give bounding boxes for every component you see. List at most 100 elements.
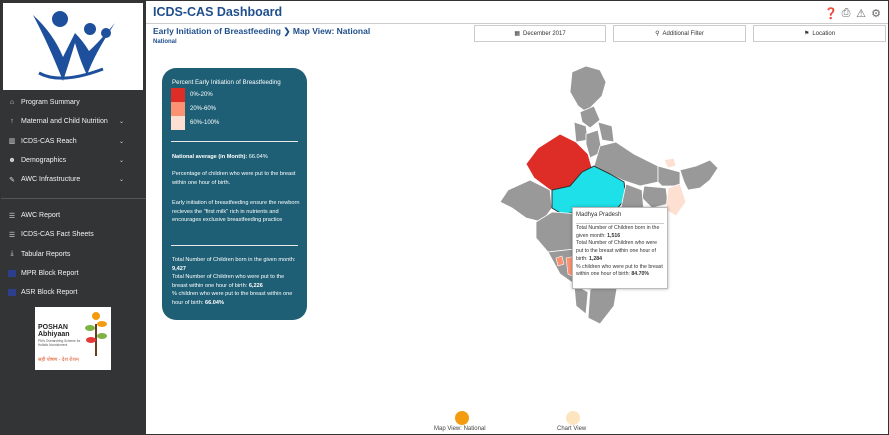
secondary-nav: ☰ AWC Report ☰ ICDS-CAS Fact Sheets ⤓ Ta…	[1, 206, 146, 302]
sidebar-item-label: AWC Infrastructure	[21, 176, 81, 184]
state-jammu-kashmir[interactable]	[569, 65, 607, 113]
state-goa[interactable]	[555, 255, 565, 267]
chevron-down-icon: ⌄	[118, 119, 124, 126]
map-view-label: Map View: National	[434, 426, 486, 432]
state-bihar[interactable]	[657, 165, 681, 187]
state-himachal[interactable]	[579, 105, 601, 129]
state-northeast[interactable]	[679, 159, 719, 191]
search-icon: ⚲	[655, 31, 660, 37]
india-map[interactable]	[490, 62, 720, 330]
state-sikkim[interactable]	[663, 157, 677, 169]
sidebar-item-asr-block-report[interactable]: ASR Block Report	[1, 283, 146, 302]
legend-title: Percent Early Initiation of Breastfeedin…	[172, 79, 281, 86]
map-marker-icon: ⚑	[803, 31, 810, 37]
calendar-icon: ▦	[514, 31, 520, 37]
sidebar-item-fact-sheets[interactable]: ☰ ICDS-CAS Fact Sheets	[1, 225, 146, 244]
poshan-abhiyaan-logo: POSHAN Abhiyaan PM's Overarching Scheme …	[35, 307, 111, 370]
sidebar-item-label: ASR Block Report	[21, 289, 78, 297]
report-icon	[6, 289, 18, 297]
month-filter-label: December 2017	[522, 30, 566, 37]
legend-item: 0%-20%	[171, 88, 213, 102]
put-to-breast-label: Total Number of Children who were put to…	[172, 274, 285, 289]
sidebar-item-program-summary[interactable]: ⌂ Program Summary	[1, 93, 146, 112]
sidebar-item-maternal-child-nutrition[interactable]: ↑ Maternal and Child Nutrition ⌄	[1, 112, 146, 131]
legend-swatch	[171, 102, 185, 116]
app-title: ICDS-CAS Dashboard	[153, 5, 283, 19]
location-filter-label: Location	[812, 30, 836, 37]
header-divider	[146, 23, 888, 24]
indicator-definition: Percentage of children who were put to t…	[172, 171, 296, 186]
chevron-down-icon: ⌄	[118, 177, 124, 184]
bar-chart-icon: ▥	[8, 138, 16, 146]
poshan-tagline: सही पोषण - देश रोशन	[38, 357, 79, 363]
total-born-label: Total Number of Children born in the giv…	[172, 257, 296, 263]
additional-filter-button[interactable]: ⚲ Additional Filter	[613, 25, 746, 42]
legend-swatch	[171, 88, 185, 102]
state-haryana[interactable]	[585, 129, 603, 159]
state-uttarakhand[interactable]	[597, 121, 615, 143]
state-west-bengal[interactable]	[665, 183, 687, 217]
top-toolbar: ❓ ⎙ ⚠ ⚙	[824, 6, 882, 20]
state-gujarat[interactable]	[499, 179, 553, 223]
sidebar-item-label: Program Summary	[21, 99, 80, 107]
breadcrumb-current: Map View: National	[292, 26, 371, 36]
state-kerala[interactable]	[573, 283, 589, 315]
tooltip-state-name: Madhya Pradesh	[576, 212, 622, 218]
sidebar-item-label: MPR Block Report	[21, 270, 79, 278]
sidebar-item-mpr-block-report[interactable]: MPR Block Report	[1, 264, 146, 283]
location-filter-button[interactable]: ⚑ Location	[753, 25, 886, 42]
legend-swatch	[171, 116, 185, 130]
chart-view-toggle[interactable]	[566, 411, 580, 425]
location-label: National	[153, 39, 177, 45]
sidebar-item-demographics[interactable]: ☻ Demographics ⌄	[1, 151, 146, 170]
report-icon	[6, 270, 18, 278]
legend-item: 20%-60%	[171, 102, 216, 116]
poshan-title-2: Abhiyaan	[38, 331, 70, 338]
indicator-description: Early initiation of breastfeeding ensure…	[172, 200, 300, 224]
sidebar-item-label: ICDS-CAS Reach	[21, 137, 77, 145]
chevron-down-icon: ⌄	[118, 138, 124, 145]
legend-item: 60%-100%	[171, 116, 219, 130]
month-filter-button[interactable]: ▦ December 2017	[474, 25, 606, 42]
sidebar-item-label: ICDS-CAS Fact Sheets	[21, 231, 94, 239]
upload-icon: ↑	[10, 118, 14, 126]
national-average-label: National average (in Month):	[172, 154, 248, 160]
sidebar-item-awc-infrastructure[interactable]: ✎ AWC Infrastructure ⌄	[1, 170, 146, 189]
tooltip-born-label: Total Number of Children born in the giv…	[576, 225, 660, 239]
national-average: National average (in Month): 66.04%	[172, 153, 300, 162]
map-view-toggle[interactable]	[455, 411, 469, 425]
sidebar: ⌂ Program Summary ↑ Maternal and Child N…	[1, 1, 146, 434]
sidebar-item-awc-report[interactable]: ☰ AWC Report	[1, 206, 146, 225]
plant-icon	[85, 312, 107, 356]
tooltip-born-value: 1,516	[607, 232, 621, 239]
breadcrumb-parent[interactable]: Early Initiation of Breastfeeding	[153, 26, 281, 36]
chevron-down-icon: ⌄	[118, 158, 124, 165]
help-icon[interactable]: ❓	[824, 7, 838, 20]
sidebar-item-tabular-reports[interactable]: ⤓ Tabular Reports	[1, 245, 146, 264]
poshan-subtitle: PM's Overarching Scheme for Holistic Nou…	[38, 339, 81, 347]
list-icon: ☰	[8, 212, 16, 220]
wcd-logo[interactable]	[3, 3, 143, 90]
users-icon: ☻	[8, 157, 16, 165]
sidebar-item-icds-cas-reach[interactable]: ▥ ICDS-CAS Reach ⌄	[1, 132, 146, 151]
totals-block: Total Number of Children born in the giv…	[172, 256, 300, 308]
list-icon: ☰	[8, 231, 16, 239]
panel-divider	[171, 245, 298, 246]
breadcrumb-separator: ❯	[283, 26, 291, 36]
additional-filter-label: Additional Filter	[662, 30, 704, 37]
percent-label: % children who were put to the breast wi…	[172, 291, 293, 306]
national-average-value: 66.04%	[248, 154, 268, 160]
warning-icon[interactable]: ⚠	[856, 7, 866, 20]
sidebar-divider	[1, 198, 146, 199]
panel-divider	[171, 141, 298, 142]
tooltip-pct-value: 84.70%	[631, 271, 649, 278]
gear-icon[interactable]: ⚙	[871, 7, 881, 20]
chart-view-label: Chart View	[557, 426, 587, 432]
home-icon: ⌂	[9, 99, 15, 107]
total-born-value: 9,427	[172, 265, 186, 272]
state-jharkhand[interactable]	[641, 185, 669, 209]
sidebar-item-label: Tabular Reports	[21, 250, 71, 258]
breadcrumb: Early Initiation of Breastfeeding ❯ Map …	[153, 26, 370, 37]
print-icon[interactable]: ⎙	[841, 6, 851, 19]
map-tooltip: Madhya Pradesh Total Number of Children …	[572, 207, 668, 289]
